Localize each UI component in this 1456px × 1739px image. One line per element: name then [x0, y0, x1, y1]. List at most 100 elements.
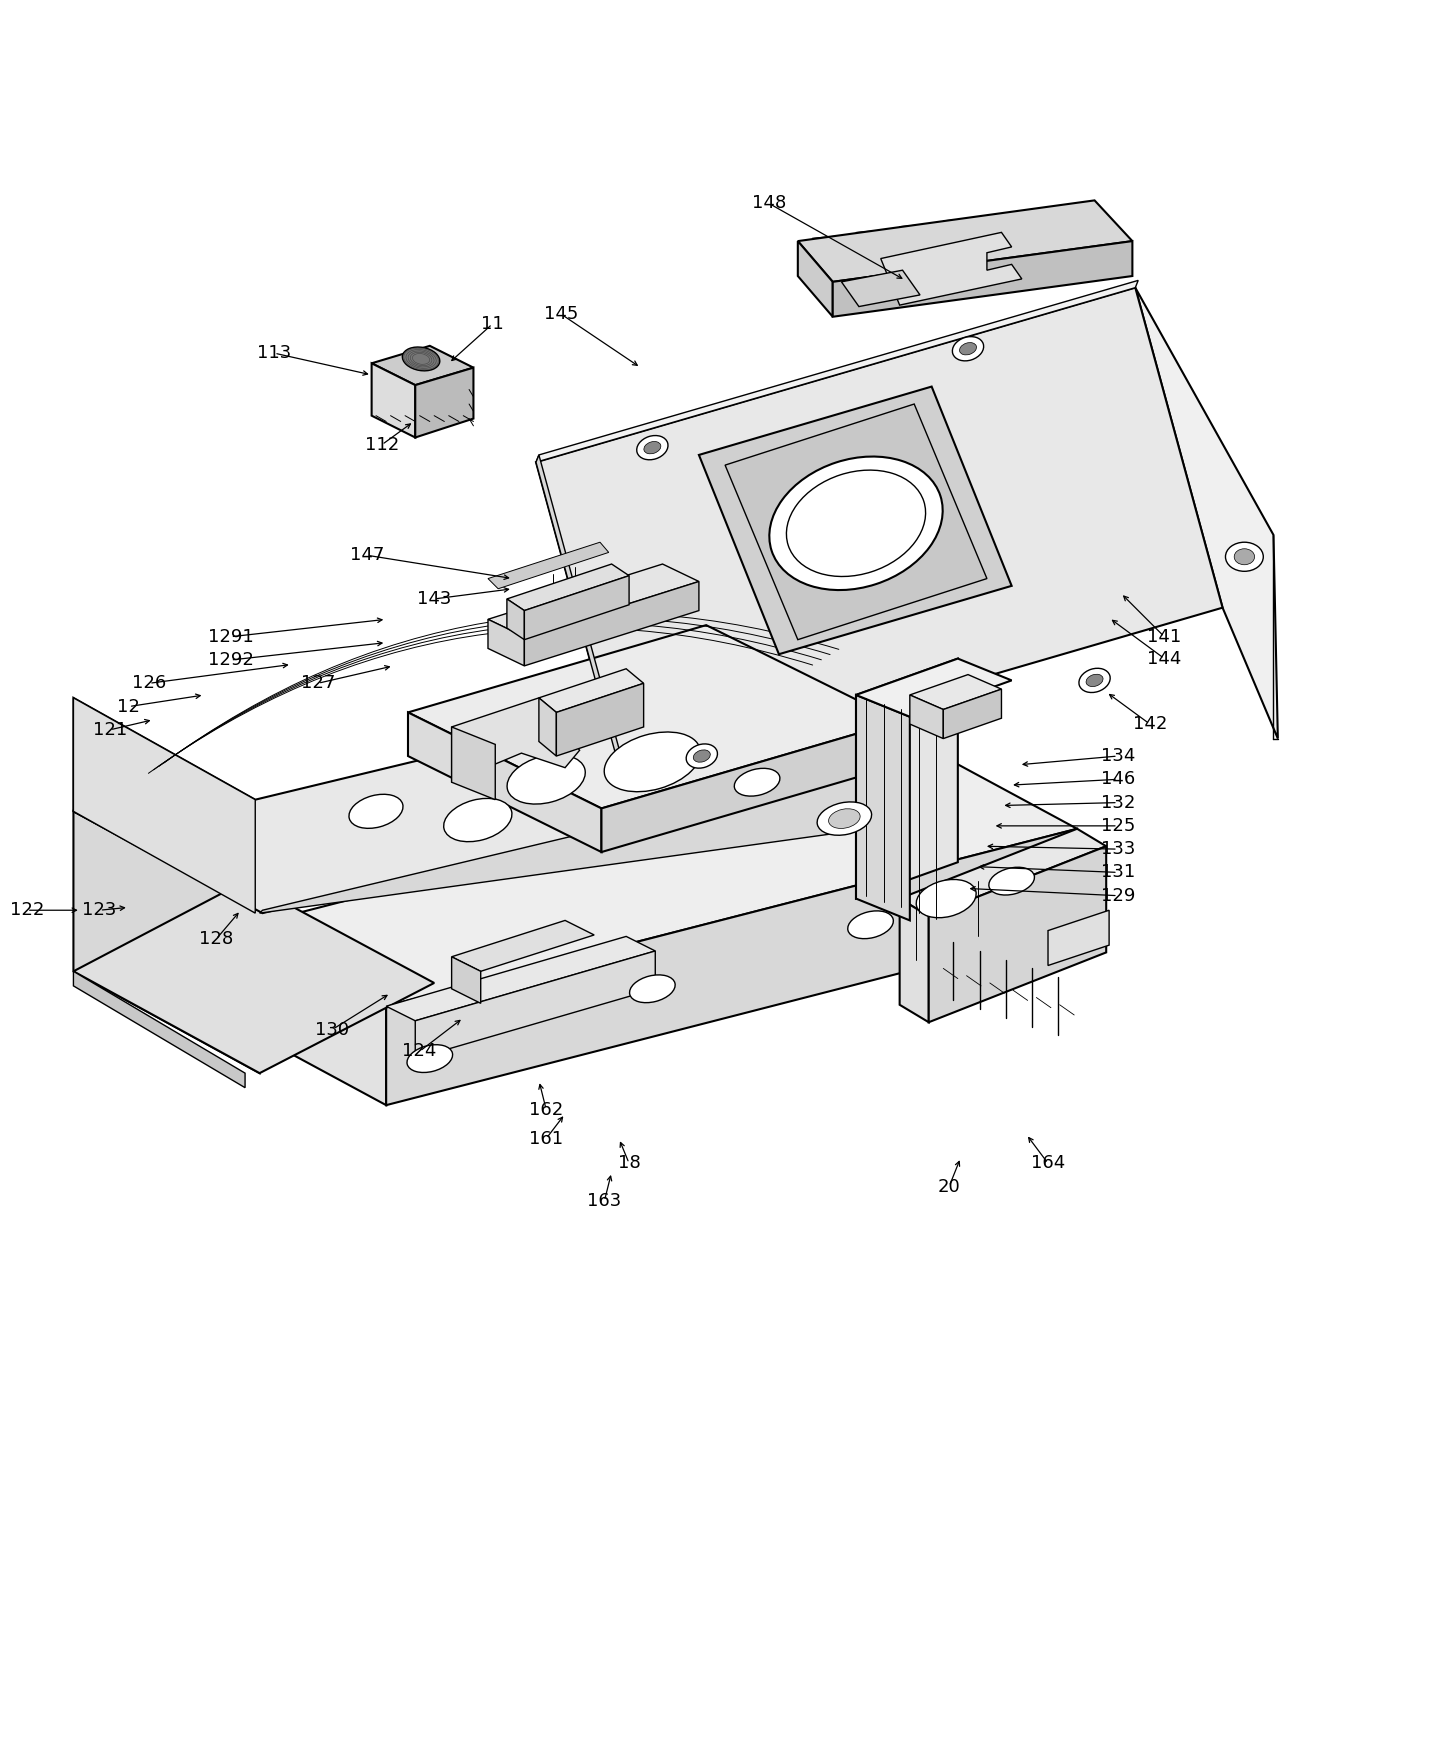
- Text: 124: 124: [402, 1042, 437, 1061]
- Polygon shape: [798, 242, 833, 316]
- Text: 142: 142: [1133, 715, 1168, 734]
- Ellipse shape: [686, 744, 718, 769]
- Text: 11: 11: [480, 315, 504, 334]
- Text: 141: 141: [1147, 628, 1181, 645]
- Polygon shape: [524, 576, 629, 640]
- Polygon shape: [371, 363, 415, 438]
- Ellipse shape: [349, 795, 403, 828]
- Polygon shape: [881, 233, 1022, 304]
- Ellipse shape: [960, 343, 977, 355]
- Ellipse shape: [644, 442, 661, 454]
- Polygon shape: [73, 972, 245, 1087]
- Text: 148: 148: [751, 195, 786, 212]
- Polygon shape: [1048, 909, 1109, 965]
- Polygon shape: [507, 598, 524, 640]
- Polygon shape: [73, 882, 434, 1073]
- Polygon shape: [259, 750, 932, 913]
- Text: 163: 163: [587, 1193, 622, 1210]
- Polygon shape: [73, 636, 932, 913]
- Text: 123: 123: [83, 901, 116, 920]
- Polygon shape: [408, 624, 900, 809]
- Text: 146: 146: [1101, 770, 1136, 788]
- Polygon shape: [910, 675, 1002, 710]
- Text: 128: 128: [199, 930, 233, 948]
- Polygon shape: [856, 659, 1012, 716]
- Text: 134: 134: [1101, 748, 1136, 765]
- Polygon shape: [507, 563, 629, 610]
- Polygon shape: [451, 920, 594, 972]
- Text: 18: 18: [617, 1155, 641, 1172]
- Ellipse shape: [1226, 543, 1264, 572]
- Text: 132: 132: [1101, 793, 1136, 812]
- Polygon shape: [910, 696, 943, 739]
- Text: 131: 131: [1101, 863, 1136, 882]
- Text: 145: 145: [543, 304, 578, 323]
- Polygon shape: [943, 689, 1002, 739]
- Polygon shape: [386, 936, 655, 1021]
- Polygon shape: [524, 581, 699, 666]
- Ellipse shape: [952, 337, 984, 362]
- Ellipse shape: [1086, 675, 1104, 687]
- Polygon shape: [929, 847, 1107, 1023]
- Ellipse shape: [629, 976, 676, 1003]
- Polygon shape: [699, 386, 1012, 654]
- Ellipse shape: [734, 769, 780, 796]
- Text: 121: 121: [93, 722, 127, 739]
- Text: 147: 147: [349, 546, 384, 563]
- Ellipse shape: [847, 911, 894, 939]
- Ellipse shape: [507, 755, 585, 803]
- Polygon shape: [1136, 287, 1278, 739]
- Text: 161: 161: [529, 1130, 563, 1148]
- Text: 112: 112: [364, 436, 399, 454]
- Polygon shape: [415, 367, 473, 438]
- Polygon shape: [536, 280, 1139, 463]
- Text: 133: 133: [1101, 840, 1136, 857]
- Text: 126: 126: [132, 675, 166, 692]
- Ellipse shape: [989, 868, 1034, 896]
- Ellipse shape: [604, 732, 700, 791]
- Polygon shape: [536, 287, 1223, 783]
- Ellipse shape: [916, 880, 976, 918]
- Text: 143: 143: [416, 590, 451, 609]
- Polygon shape: [900, 899, 929, 1023]
- Text: 113: 113: [258, 344, 291, 362]
- Polygon shape: [240, 750, 1077, 1007]
- Text: 130: 130: [316, 1021, 349, 1038]
- Text: 1292: 1292: [208, 650, 253, 670]
- Text: 122: 122: [10, 901, 44, 920]
- Polygon shape: [408, 713, 601, 852]
- Ellipse shape: [444, 798, 513, 842]
- Ellipse shape: [1235, 550, 1255, 565]
- Polygon shape: [856, 696, 910, 920]
- Ellipse shape: [769, 457, 942, 590]
- Ellipse shape: [817, 802, 872, 835]
- Ellipse shape: [402, 348, 440, 370]
- Polygon shape: [415, 951, 655, 1059]
- Text: 12: 12: [118, 697, 140, 715]
- Polygon shape: [451, 956, 480, 1003]
- Ellipse shape: [636, 435, 668, 459]
- Polygon shape: [725, 403, 987, 640]
- Polygon shape: [539, 697, 556, 756]
- Text: 125: 125: [1101, 817, 1136, 835]
- Polygon shape: [856, 659, 958, 899]
- Text: 164: 164: [1031, 1155, 1066, 1172]
- Text: 1291: 1291: [208, 628, 253, 645]
- Text: 162: 162: [529, 1101, 563, 1118]
- Polygon shape: [451, 697, 579, 783]
- Polygon shape: [240, 927, 386, 1106]
- Text: 144: 144: [1147, 650, 1182, 668]
- Text: 127: 127: [300, 675, 335, 692]
- Polygon shape: [833, 242, 1133, 316]
- Polygon shape: [488, 563, 699, 636]
- Polygon shape: [451, 727, 495, 800]
- Polygon shape: [488, 543, 609, 590]
- Polygon shape: [73, 697, 255, 913]
- Text: 20: 20: [938, 1177, 961, 1196]
- Polygon shape: [488, 619, 524, 666]
- Polygon shape: [73, 812, 259, 1073]
- Ellipse shape: [828, 809, 860, 828]
- Polygon shape: [371, 346, 473, 384]
- Ellipse shape: [408, 1045, 453, 1073]
- Polygon shape: [601, 722, 900, 852]
